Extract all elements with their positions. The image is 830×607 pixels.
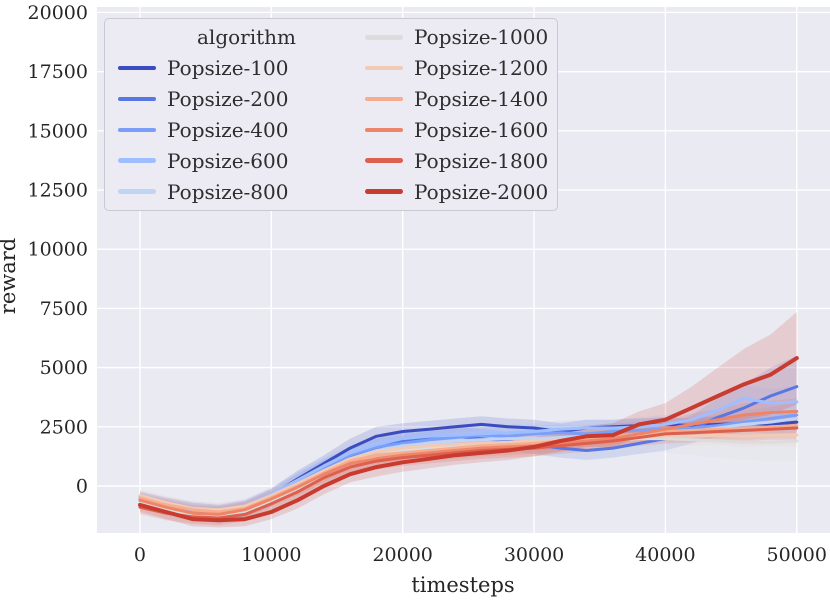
- legend-entry-label: Popsize-1600: [414, 117, 549, 142]
- x-tick-label: 30000: [504, 544, 564, 566]
- y-tick-label: 15000: [28, 120, 88, 142]
- legend-line-swatch: [365, 35, 403, 40]
- legend-line-swatch: [118, 189, 156, 194]
- legend-entry-popsize-1600: Popsize-1600: [365, 115, 548, 145]
- legend-swatch-spacer: [118, 35, 156, 40]
- legend-line-swatch: [118, 96, 156, 102]
- legend-entry-label: Popsize-2000: [414, 179, 549, 204]
- x-tick-label: 20000: [372, 544, 432, 566]
- legend-entry-popsize-2000: Popsize-2000: [365, 177, 548, 207]
- ci-band-popsize-1200: [140, 423, 797, 517]
- x-axis-label: timesteps: [411, 573, 514, 597]
- legend-line-swatch: [365, 65, 403, 71]
- legend-column-2: Popsize-1000 Popsize-1200 Popsize-1400 Pops…: [365, 22, 548, 207]
- legend-entry-popsize-400: Popsize-400: [118, 115, 365, 145]
- legend-column-1: algorithm Popsize-100 Popsize-200 Popsize-4…: [118, 22, 365, 207]
- ci-band-popsize-600: [140, 385, 797, 518]
- legend-entry-label: Popsize-600: [167, 148, 289, 173]
- legend-entry-popsize-100: Popsize-100: [118, 53, 365, 83]
- legend-line-swatch: [118, 158, 156, 163]
- legend-entry-popsize-800: Popsize-800: [118, 177, 365, 207]
- legend-line-swatch: [365, 189, 403, 194]
- legend-entry-label: Popsize-1400: [414, 87, 549, 112]
- y-tick-label: 17500: [28, 61, 88, 83]
- legend-line-swatch: [365, 127, 403, 133]
- legend-entry-popsize-200: Popsize-200: [118, 84, 365, 114]
- legend-title-row: algorithm: [118, 22, 365, 52]
- legend-entry-popsize-1800: Popsize-1800: [365, 146, 548, 176]
- legend-entry-label: Popsize-100: [167, 56, 289, 81]
- legend-entry-popsize-1000: Popsize-1000: [365, 22, 548, 52]
- y-tick-label: 5000: [40, 357, 88, 379]
- ci-band-popsize-400: [140, 403, 797, 521]
- legend-line-swatch: [365, 158, 403, 163]
- x-tick-label: 50000: [767, 544, 827, 566]
- ci-band-popsize-1000: [140, 420, 797, 526]
- legend: algorithm Popsize-100 Popsize-200 Popsize-4…: [104, 18, 558, 211]
- legend-entry-popsize-1400: Popsize-1400: [365, 84, 548, 114]
- y-axis-label: reward: [0, 238, 20, 314]
- legend-entry-label: Popsize-1800: [414, 148, 549, 173]
- legend-entry-label: Popsize-1200: [414, 56, 549, 81]
- legend-entry-popsize-600: Popsize-600: [118, 146, 365, 176]
- series-line-popsize-2000: [138, 356, 799, 523]
- legend-entry-label: Popsize-200: [167, 87, 289, 112]
- y-tick-label: 0: [76, 475, 88, 497]
- y-tick-label: 7500: [40, 298, 88, 320]
- legend-entry-label: Popsize-1000: [414, 25, 549, 50]
- legend-line-swatch: [365, 96, 403, 102]
- series-line-popsize-1200: [138, 433, 799, 512]
- series-line-popsize-1800: [138, 426, 799, 520]
- series-line-popsize-1600: [138, 409, 799, 516]
- x-tick-label: 0: [134, 544, 146, 566]
- x-tick-label: 40000: [635, 544, 695, 566]
- y-tick-label: 12500: [28, 180, 88, 202]
- legend-entry-popsize-1200: Popsize-1200: [365, 53, 548, 83]
- legend-line-swatch: [118, 127, 156, 133]
- y-tick-label: 10000: [28, 239, 88, 261]
- legend-line-swatch: [118, 65, 156, 71]
- legend-entry-label: Popsize-400: [167, 117, 289, 142]
- legend-entry-label: Popsize-800: [167, 179, 289, 204]
- y-tick-label: 2500: [40, 416, 88, 438]
- legend-title: algorithm: [197, 25, 297, 50]
- y-tick-label: 20000: [28, 2, 88, 24]
- x-tick-label: 10000: [241, 544, 301, 566]
